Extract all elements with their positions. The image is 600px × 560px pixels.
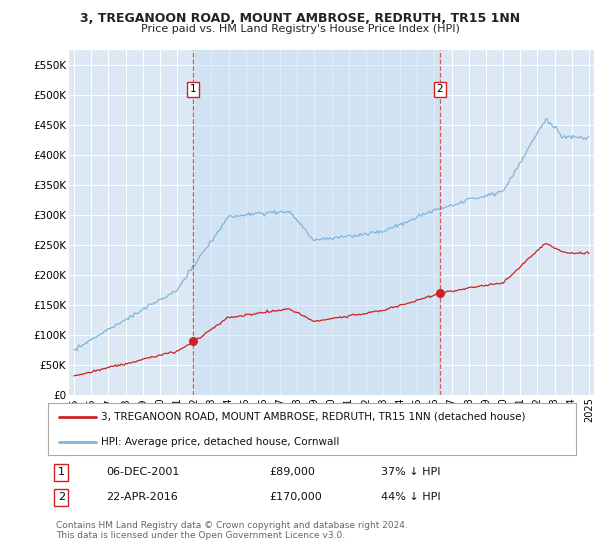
Text: 3, TREGANOON ROAD, MOUNT AMBROSE, REDRUTH, TR15 1NN: 3, TREGANOON ROAD, MOUNT AMBROSE, REDRUT… — [80, 12, 520, 25]
Text: HPI: Average price, detached house, Cornwall: HPI: Average price, detached house, Corn… — [101, 437, 339, 447]
Text: 1: 1 — [58, 468, 65, 478]
Text: 1: 1 — [190, 85, 196, 94]
Text: 2: 2 — [436, 85, 443, 94]
Text: £170,000: £170,000 — [270, 492, 323, 502]
Text: 2: 2 — [58, 492, 65, 502]
Text: 06-DEC-2001: 06-DEC-2001 — [106, 468, 179, 478]
Text: 22-APR-2016: 22-APR-2016 — [106, 492, 178, 502]
Text: 3, TREGANOON ROAD, MOUNT AMBROSE, REDRUTH, TR15 1NN (detached house): 3, TREGANOON ROAD, MOUNT AMBROSE, REDRUT… — [101, 412, 526, 422]
Text: £89,000: £89,000 — [270, 468, 316, 478]
Bar — [193, 50, 440, 395]
Text: Price paid vs. HM Land Registry's House Price Index (HPI): Price paid vs. HM Land Registry's House … — [140, 24, 460, 34]
Text: 44% ↓ HPI: 44% ↓ HPI — [380, 492, 440, 502]
Text: 37% ↓ HPI: 37% ↓ HPI — [380, 468, 440, 478]
Text: Contains HM Land Registry data © Crown copyright and database right 2024.
This d: Contains HM Land Registry data © Crown c… — [56, 521, 407, 540]
